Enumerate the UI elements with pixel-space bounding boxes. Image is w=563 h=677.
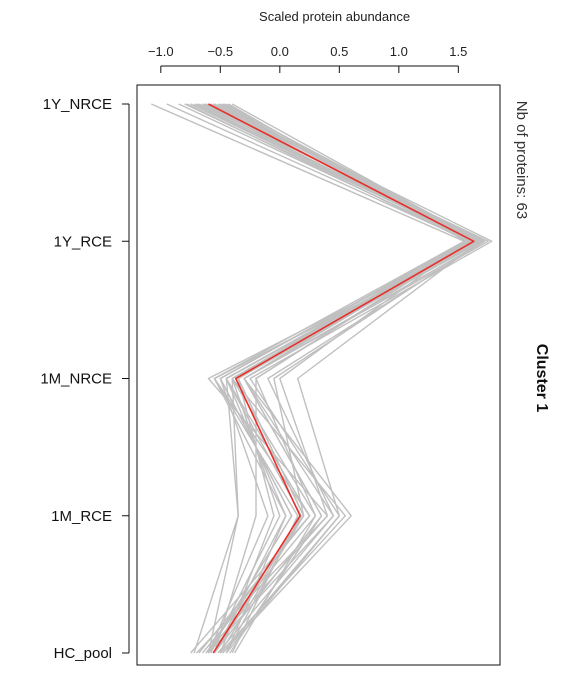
member-profile-line [204,103,481,654]
category-label: 1M_RCE [51,508,112,525]
member-profile-line [205,103,483,654]
x-tick-label: 1.5 [449,44,467,59]
member-profile-line [222,103,481,654]
member-profile-line [190,103,483,654]
cluster-label: Cluster 1 [533,344,550,413]
member-profile-line [151,103,465,654]
x-tick-label: 0.0 [271,44,289,59]
centroid-profile [208,103,475,654]
member-profile-line [166,103,471,654]
plot-frame [136,84,501,666]
member-profile-line [186,103,469,654]
member-profile-line [208,103,476,654]
x-axis-title: Scaled protein abundance [259,9,410,24]
x-tick-label: −0.5 [207,44,233,59]
member-profile-line [207,103,486,654]
x-tick-label: 0.5 [330,44,348,59]
member-profile-line [201,103,471,654]
category-label: 1Y_RCE [54,233,112,250]
x-tick-label: −1.0 [148,44,174,59]
centroid-profile-line [208,103,475,654]
member-profiles [151,103,493,654]
member-profile-line [225,103,476,654]
member-profile-line [198,103,489,654]
category-label: 1Y_NRCE [43,96,112,113]
category-label: 1M_NRCE [40,371,112,388]
member-profile-line [207,103,467,654]
x-axis: −1.0 −0.5 0.0 0.5 1.0 1.5 [148,44,467,73]
member-profile-line [184,103,477,654]
member-profile-line [178,103,474,654]
x-tick-label: 1.0 [390,44,408,59]
member-profile-line [222,103,471,654]
category-axis: 1Y_NRCE 1Y_RCE 1M_NRCE 1M_RCE HC_pool [40,96,130,662]
protein-count-label: Nb of proteins: 63 [513,101,530,219]
category-label: HC_pool [54,645,112,662]
member-profile-line [190,103,476,654]
member-profile-line [214,103,493,654]
